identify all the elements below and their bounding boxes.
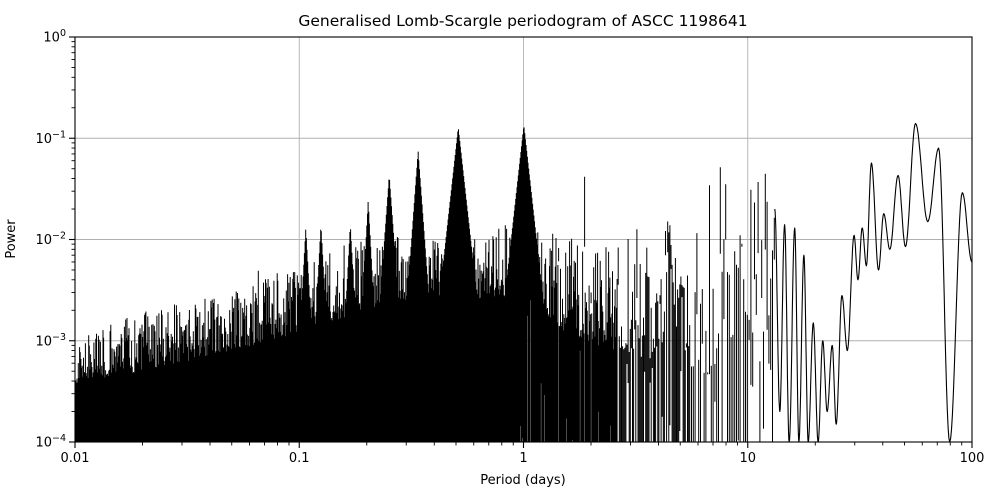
x-tick-label: 0.1 bbox=[289, 451, 310, 466]
x-tick-label: 10 bbox=[739, 451, 756, 466]
noise-spikes-path bbox=[74, 127, 775, 442]
y-tick-label: 100 bbox=[43, 28, 66, 46]
y-tick-label: 10−4 bbox=[35, 433, 66, 451]
chart-title: Generalised Lomb-Scargle periodogram of … bbox=[298, 12, 747, 30]
x-tick-labels: 0.01 0.1 1 10 100 bbox=[61, 451, 985, 466]
x-tick-label: 1 bbox=[519, 451, 527, 466]
axes-spines-and-ticks bbox=[69, 36, 973, 448]
y-axis-label: Power bbox=[4, 219, 19, 259]
x-tick-label: 0.01 bbox=[61, 451, 90, 466]
smooth-lobes-path bbox=[774, 122, 973, 443]
x-axis-label: Period (days) bbox=[480, 473, 566, 488]
y-tick-label: 10−3 bbox=[35, 332, 66, 350]
x-tick-label: 100 bbox=[960, 451, 985, 466]
y-tick-label: 10−1 bbox=[35, 129, 66, 147]
y-tick-labels: 100 10−1 10−2 10−3 10−4 bbox=[35, 28, 66, 451]
periodogram-curve bbox=[74, 122, 973, 443]
y-tick-label: 10−2 bbox=[35, 231, 66, 249]
